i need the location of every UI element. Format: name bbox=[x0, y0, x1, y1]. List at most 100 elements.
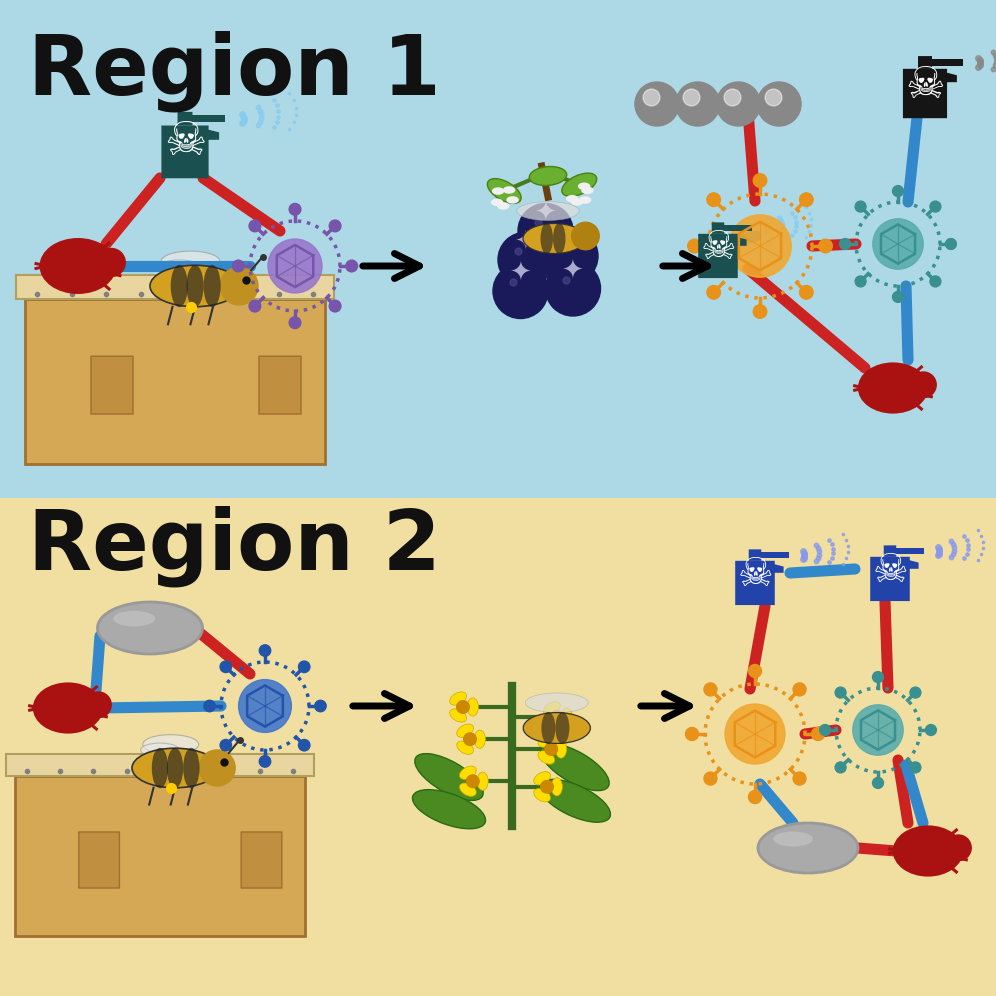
Circle shape bbox=[800, 286, 813, 299]
FancyBboxPatch shape bbox=[871, 557, 909, 601]
Text: ☠: ☠ bbox=[700, 228, 736, 268]
Circle shape bbox=[757, 82, 801, 126]
Circle shape bbox=[299, 661, 310, 672]
Ellipse shape bbox=[159, 260, 199, 274]
Ellipse shape bbox=[477, 772, 488, 790]
Circle shape bbox=[729, 215, 791, 277]
Ellipse shape bbox=[517, 201, 580, 220]
Ellipse shape bbox=[459, 783, 476, 797]
Text: ☠: ☠ bbox=[737, 556, 773, 596]
Ellipse shape bbox=[523, 712, 591, 743]
Circle shape bbox=[819, 239, 833, 253]
Ellipse shape bbox=[566, 195, 579, 202]
Ellipse shape bbox=[553, 223, 566, 254]
Circle shape bbox=[945, 835, 971, 861]
Circle shape bbox=[545, 743, 558, 755]
Circle shape bbox=[930, 276, 941, 287]
Ellipse shape bbox=[140, 743, 179, 757]
Ellipse shape bbox=[578, 182, 591, 190]
Circle shape bbox=[346, 260, 358, 272]
Circle shape bbox=[572, 222, 600, 250]
Ellipse shape bbox=[529, 166, 567, 185]
Circle shape bbox=[259, 644, 271, 656]
Circle shape bbox=[330, 300, 341, 312]
Circle shape bbox=[220, 739, 231, 751]
Circle shape bbox=[289, 317, 301, 329]
Circle shape bbox=[910, 762, 921, 773]
Circle shape bbox=[872, 219, 923, 269]
Circle shape bbox=[685, 727, 698, 740]
Bar bbox=[0, 498, 996, 996]
Text: Region 1: Region 1 bbox=[28, 30, 441, 112]
Ellipse shape bbox=[571, 198, 584, 206]
Ellipse shape bbox=[758, 823, 858, 873]
Text: ☠: ☠ bbox=[163, 121, 206, 165]
FancyBboxPatch shape bbox=[6, 754, 314, 776]
Text: ☠: ☠ bbox=[872, 552, 907, 592]
Circle shape bbox=[793, 772, 806, 785]
Ellipse shape bbox=[523, 223, 586, 254]
Ellipse shape bbox=[203, 265, 221, 307]
Text: ☠: ☠ bbox=[905, 64, 945, 107]
Circle shape bbox=[793, 683, 806, 696]
Circle shape bbox=[199, 750, 235, 786]
FancyBboxPatch shape bbox=[241, 832, 282, 888]
Circle shape bbox=[220, 267, 258, 305]
Ellipse shape bbox=[544, 719, 561, 732]
Ellipse shape bbox=[506, 196, 519, 203]
Ellipse shape bbox=[561, 708, 572, 726]
Circle shape bbox=[498, 232, 553, 287]
Circle shape bbox=[551, 710, 563, 723]
Polygon shape bbox=[724, 225, 752, 231]
Ellipse shape bbox=[540, 779, 611, 823]
Bar bbox=[0, 0, 996, 498]
Circle shape bbox=[716, 82, 760, 126]
Circle shape bbox=[464, 733, 476, 745]
Ellipse shape bbox=[457, 741, 473, 754]
Ellipse shape bbox=[551, 778, 563, 796]
Ellipse shape bbox=[525, 693, 589, 712]
Circle shape bbox=[925, 724, 936, 735]
Circle shape bbox=[749, 664, 762, 677]
FancyBboxPatch shape bbox=[91, 357, 133, 414]
Ellipse shape bbox=[562, 173, 597, 196]
Ellipse shape bbox=[414, 754, 483, 801]
FancyBboxPatch shape bbox=[79, 832, 120, 888]
Circle shape bbox=[707, 193, 720, 206]
Circle shape bbox=[315, 700, 326, 712]
Circle shape bbox=[835, 762, 846, 773]
Circle shape bbox=[541, 781, 554, 793]
Ellipse shape bbox=[582, 186, 594, 194]
Ellipse shape bbox=[467, 698, 478, 716]
Circle shape bbox=[249, 300, 261, 312]
Polygon shape bbox=[896, 548, 924, 554]
Circle shape bbox=[753, 305, 767, 319]
Ellipse shape bbox=[556, 712, 570, 744]
Polygon shape bbox=[761, 552, 789, 558]
Circle shape bbox=[249, 220, 261, 232]
Circle shape bbox=[749, 791, 762, 804]
Circle shape bbox=[635, 82, 679, 126]
Circle shape bbox=[840, 238, 851, 249]
Circle shape bbox=[872, 778, 883, 789]
Ellipse shape bbox=[556, 740, 567, 758]
Ellipse shape bbox=[492, 187, 504, 195]
Ellipse shape bbox=[538, 734, 555, 747]
Ellipse shape bbox=[40, 238, 117, 294]
Ellipse shape bbox=[892, 826, 963, 876]
FancyBboxPatch shape bbox=[712, 222, 724, 234]
Ellipse shape bbox=[457, 724, 473, 737]
Circle shape bbox=[204, 700, 215, 712]
Ellipse shape bbox=[98, 602, 202, 654]
Circle shape bbox=[930, 201, 941, 212]
FancyBboxPatch shape bbox=[259, 357, 301, 414]
Text: Region 2: Region 2 bbox=[28, 505, 441, 587]
FancyBboxPatch shape bbox=[749, 550, 761, 561]
Circle shape bbox=[239, 679, 292, 732]
Circle shape bbox=[330, 220, 341, 232]
Circle shape bbox=[910, 687, 921, 698]
Circle shape bbox=[299, 739, 310, 751]
Polygon shape bbox=[761, 561, 784, 573]
Circle shape bbox=[725, 704, 785, 764]
Circle shape bbox=[543, 228, 598, 284]
